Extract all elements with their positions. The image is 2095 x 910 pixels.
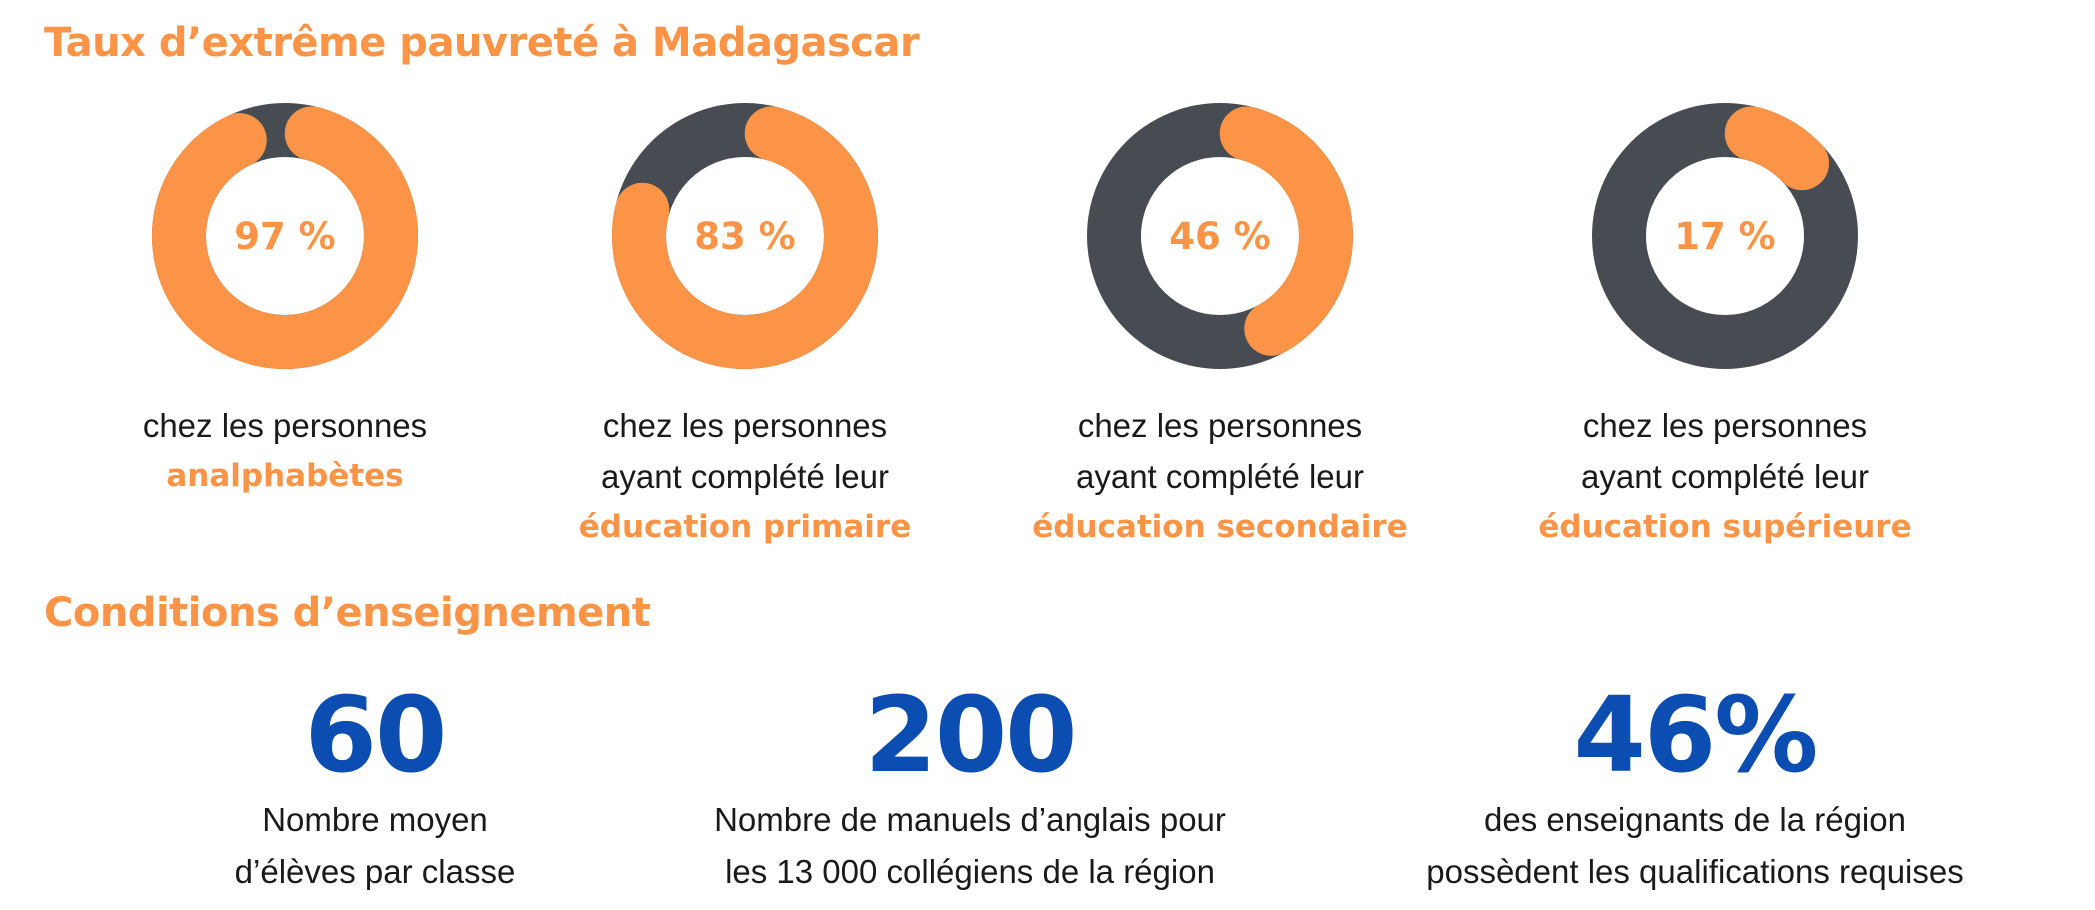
caption-line: ayant complété leur — [1581, 458, 1869, 495]
caption-accent: éducation secondaire — [1032, 509, 1408, 545]
donut-chart-secondary: 46 % chez les personnes ayant complété l… — [970, 100, 1470, 553]
stat-qualified-teachers: 46% des enseignants de la région possède… — [1365, 680, 2025, 898]
stat-description-line: les 13 000 collégiens de la région — [725, 853, 1215, 890]
donut-svg: 83 % — [612, 102, 878, 369]
donut-svg: 97 % — [151, 102, 418, 369]
donut-value-arc — [1592, 102, 1858, 369]
caption-line: chez les personnes — [1077, 407, 1363, 444]
stat-students-per-class: 60 Nombre moyen d’élèves par classe — [45, 680, 705, 898]
caption-line: chez les personnes — [1582, 407, 1868, 444]
stat-description-line: des enseignants de la région — [1484, 801, 1906, 838]
caption-line: chez les personnes — [602, 407, 888, 444]
stat-description: des enseignants de la région possèdent l… — [1365, 794, 2025, 898]
caption-accent: analphabètes — [166, 458, 404, 494]
donut-value-arc — [612, 102, 878, 369]
donut-caption: chez les personnes ayant complété leur é… — [495, 400, 995, 553]
donut-svg: 46 % — [1087, 102, 1353, 369]
donut-caption: chez les personnes ayant complété leur é… — [970, 400, 1470, 553]
caption-accent: éducation supérieure — [1538, 509, 1912, 545]
donut-percent-label: 83 % — [694, 215, 795, 258]
stat-description-line: Nombre moyen — [262, 801, 488, 838]
section-title-teaching: Conditions d’enseignement — [44, 590, 651, 636]
donut-percent-label: 17 % — [1674, 215, 1775, 258]
donut-caption: chez les personnes ayant complété leur é… — [1475, 400, 1975, 553]
donut-chart-higher: 17 % chez les personnes ayant complété l… — [1475, 100, 1975, 553]
donut-percent-label: 46 % — [1169, 215, 1270, 258]
stat-description-line: d’élèves par classe — [234, 853, 516, 890]
stat-value: 46% — [1573, 674, 1819, 796]
stat-value: 200 — [864, 674, 1077, 796]
caption-line: ayant complété leur — [601, 458, 889, 495]
stat-value: 60 — [304, 674, 448, 796]
caption-line: ayant complété leur — [1076, 458, 1364, 495]
donut-caption: chez les personnes analphabètes — [35, 400, 535, 502]
donut-value-arc — [1087, 102, 1353, 369]
stat-english-textbooks: 200 Nombre de manuels d’anglais pour les… — [640, 680, 1300, 898]
stat-description-line: Nombre de manuels d’anglais pour — [714, 801, 1226, 838]
caption-line: chez les personnes — [142, 407, 428, 444]
donut-chart-illiterate: 97 % chez les personnes analphabètes — [35, 100, 535, 502]
caption-accent: éducation primaire — [578, 509, 912, 545]
stat-description: Nombre de manuels d’anglais pour les 13 … — [640, 794, 1300, 898]
donut-value-arc — [151, 102, 418, 369]
donut-percent-label: 97 % — [234, 215, 335, 258]
donut-svg: 17 % — [1592, 102, 1858, 369]
stat-description: Nombre moyen d’élèves par classe — [45, 794, 705, 898]
section-title-poverty: Taux d’extrême pauvreté à Madagascar — [44, 20, 920, 66]
donut-chart-primary: 83 % chez les personnes ayant complété l… — [495, 100, 995, 553]
stat-description-line: possèdent les qualifications requises — [1426, 853, 1964, 890]
